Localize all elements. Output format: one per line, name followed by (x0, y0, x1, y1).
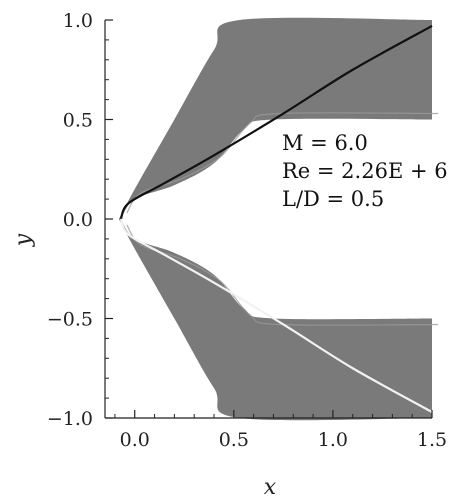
x-tick-label: 0.5 (219, 429, 249, 451)
bow-shock-lower (119, 218, 433, 413)
y-tick-label: −0.5 (47, 309, 93, 331)
x-tick-label: 0.0 (120, 429, 150, 451)
flow-field (118, 17, 439, 421)
bow-shock-upper (119, 25, 433, 220)
shock-lines (119, 25, 433, 413)
shear-layer-upper (126, 112, 439, 214)
annotation-ld: L/D = 0.5 (282, 187, 384, 211)
y-tick-label: 1.0 (63, 10, 93, 32)
x-tick-label: 1.5 (417, 429, 447, 451)
y-axis-label: y (11, 233, 36, 247)
y-tick-label: 0.0 (63, 209, 93, 231)
y-tick-label: −1.0 (47, 408, 93, 430)
annotation-reynolds: Re = 2.26E + 6 (282, 159, 448, 183)
x-tick-label: 1.0 (318, 429, 348, 451)
annotation-mach: M = 6.0 (282, 131, 368, 155)
shear-layer-lower (126, 224, 439, 326)
x-axis-label: x (264, 475, 277, 500)
ticks: 1.0 0.5 0.0 −0.5 −1.0 0.0 0.5 1.0 1.5 (47, 10, 447, 451)
y-tick-label: 0.5 (63, 110, 93, 132)
